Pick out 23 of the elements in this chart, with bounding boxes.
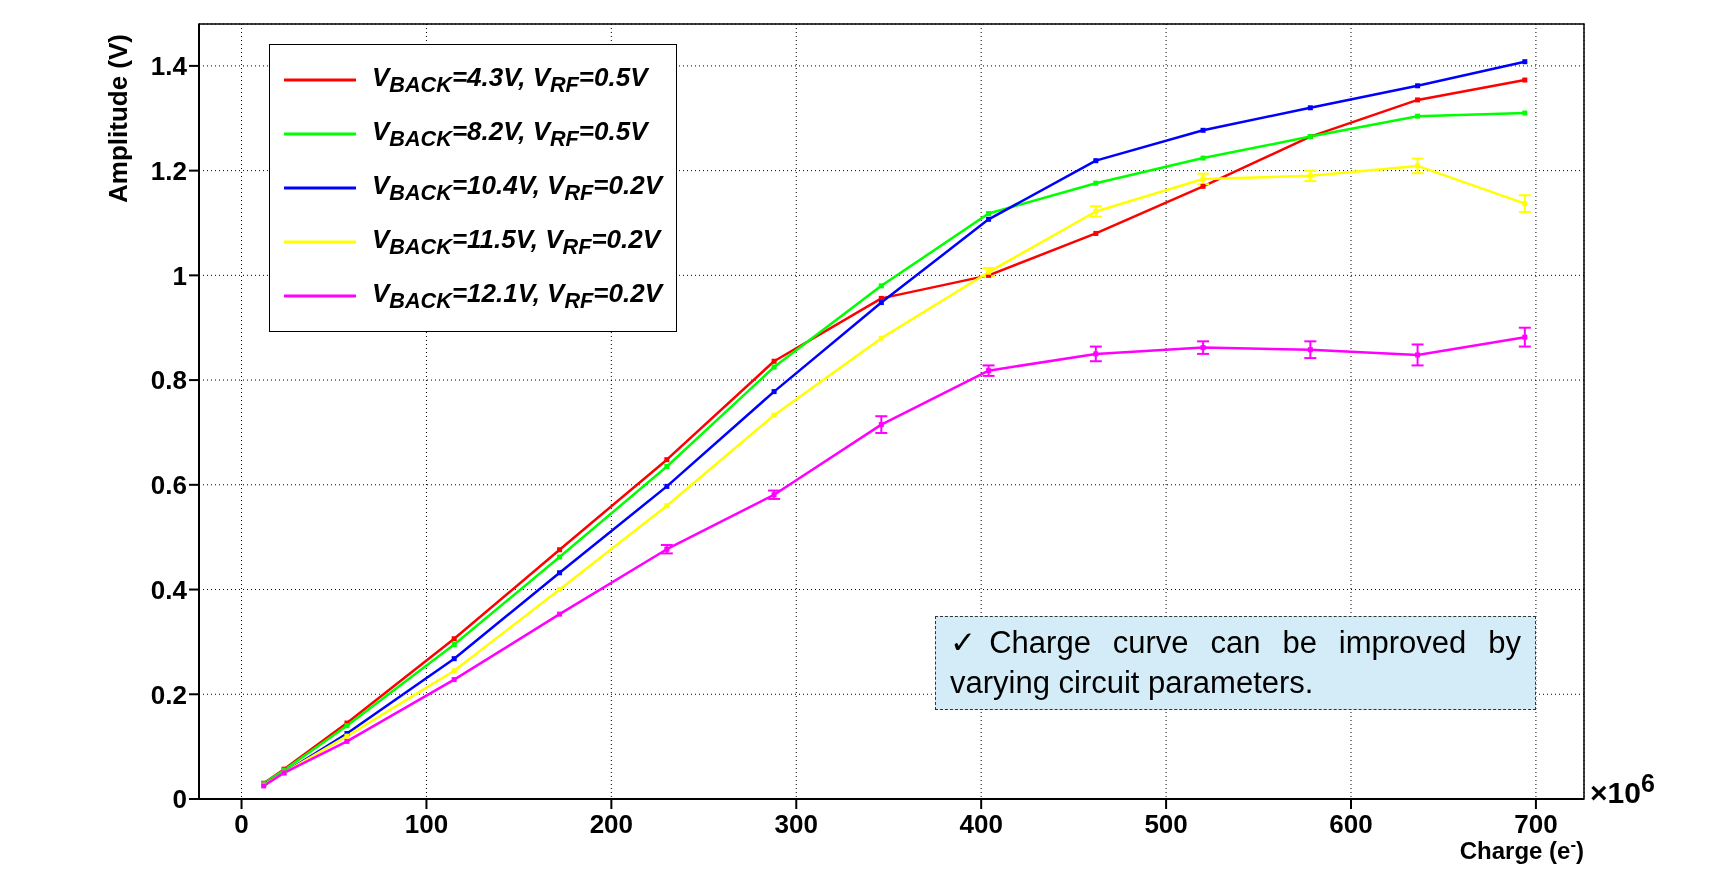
legend-label: V$_{BACK}$=4.3V, V$_{RF}$=0.5V	[372, 61, 648, 99]
annotation: ✓Charge curve can be improved by varying circuit parameters.	[934, 615, 1536, 711]
y-tick-label: 0.6	[150, 470, 187, 501]
x-tick-label: 600	[1329, 809, 1373, 840]
x-tick-label: 400	[959, 809, 1003, 840]
legend-label: V$_{BACK}$=8.2V, V$_{RF}$=0.5V	[372, 115, 648, 153]
y-tick-label: 0.4	[150, 574, 188, 605]
x-tick-label: 200	[589, 809, 634, 840]
y-tick-label: 0.2	[150, 679, 187, 710]
x-tick-label: 100	[404, 809, 449, 840]
y-tick-label: 1.2	[150, 155, 187, 186]
legend-label: V$_{BACK}$=11.5V, V$_{RF}$=0.2V	[372, 223, 661, 261]
x-tick-label: 500	[1144, 809, 1188, 840]
text: ×10$^{6}$	[1590, 769, 1655, 810]
y-tick-label: 1	[172, 260, 187, 291]
x-tick-label: 300	[774, 809, 818, 840]
y-tick-label: 0.8	[150, 365, 187, 396]
x-tick-label: 0	[234, 809, 249, 840]
y-tick-label: 0	[172, 784, 187, 815]
legend-label: V$_{BACK}$=10.4V, V$_{RF}$=0.2V	[372, 169, 662, 207]
y-tick-label: 1.4	[150, 51, 188, 82]
y-axis-title: Amplitude (V)	[103, 34, 133, 203]
legend-label: V$_{BACK}$=12.1V, V$_{RF}$=0.2V	[372, 277, 662, 315]
